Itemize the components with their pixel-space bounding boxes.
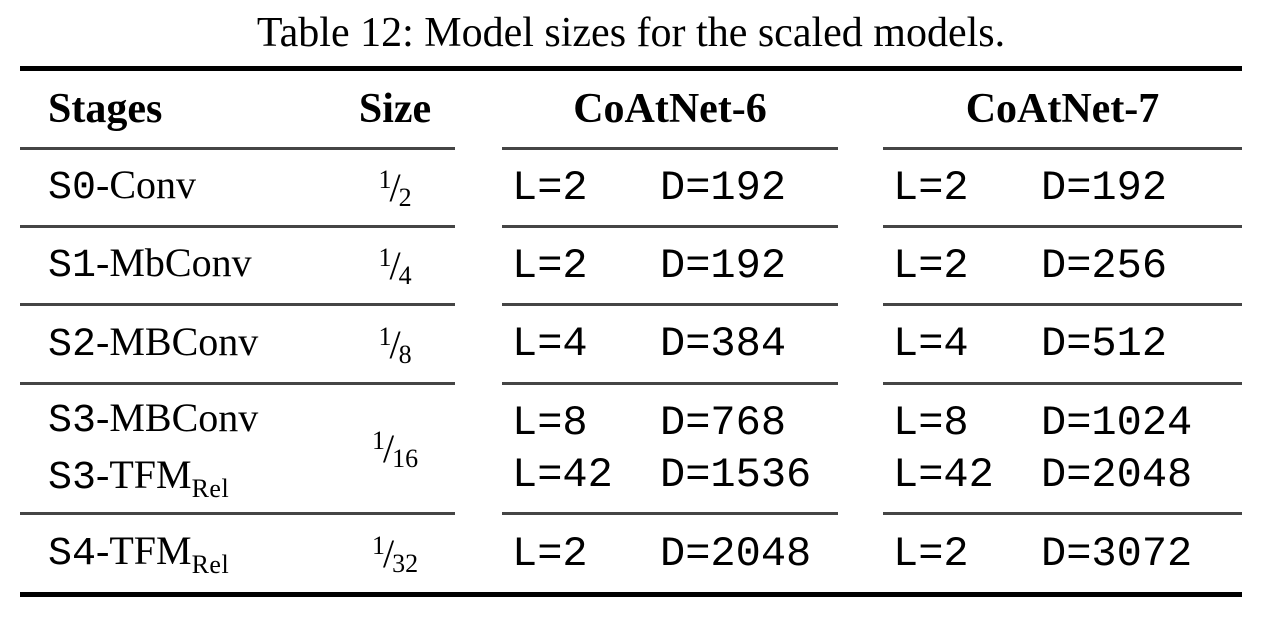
coatnet6-cell: L=8 L=42 D=768 D=1536 bbox=[502, 385, 838, 515]
hidden-dim-cell: D=2048 bbox=[660, 529, 812, 578]
size-fraction: 14 bbox=[335, 242, 455, 290]
fraction-slash bbox=[391, 266, 398, 283]
table-row-s1: S1-MbConv 14 L=2 D=192 L=2 D=256 bbox=[20, 228, 1242, 306]
num-layers-cell: L=2 bbox=[893, 241, 969, 290]
stage-name: S0-Conv bbox=[48, 162, 197, 211]
coatnet6-cell: L=2 D=192 bbox=[502, 228, 838, 306]
fraction-slash bbox=[391, 345, 398, 362]
fraction-slash bbox=[385, 449, 392, 466]
stage-name: S1-MbConv bbox=[48, 240, 252, 289]
hidden-dim-cell: D=1024 D=2048 bbox=[1041, 398, 1193, 499]
num-layers-cell: L=8 L=42 bbox=[893, 398, 994, 499]
column-header-coatnet6: CoAtNet-6 bbox=[573, 86, 767, 132]
hidden-dim-cell: D=192 bbox=[660, 163, 787, 212]
hidden-dim-cell: D=384 bbox=[660, 320, 787, 368]
column-header-coatnet7: CoAtNet-7 bbox=[965, 86, 1160, 132]
table-caption: Table 12: Model sizes for the scaled mod… bbox=[256, 10, 1006, 56]
hidden-dim-cell: D=3072 bbox=[1041, 529, 1193, 578]
num-layers-cell: L=2 bbox=[512, 163, 588, 212]
hidden-dim-cell: D=192 bbox=[660, 241, 787, 290]
num-layers-cell: L=4 bbox=[512, 320, 588, 368]
fraction-slash bbox=[385, 554, 392, 571]
stage-name: S2-MBConv bbox=[48, 318, 259, 368]
num-layers-cell: L=2 bbox=[512, 241, 588, 290]
table-row-s3: S3-MBConv S3-TFMRel 116 L=8 L=42 D=768 D… bbox=[20, 385, 1242, 515]
coatnet6-cell: L=4 D=384 bbox=[502, 306, 838, 385]
stage-name: S3-MBConv S3-TFMRel bbox=[48, 394, 259, 503]
hidden-dim-cell: D=768 D=1536 bbox=[660, 398, 812, 499]
column-header-stages: Stages bbox=[48, 86, 163, 132]
size-fraction: 12 bbox=[335, 164, 455, 212]
fraction-slash bbox=[391, 188, 398, 205]
table-header-row: Stages Size CoAtNet-6 CoAtNet-7 bbox=[20, 71, 1242, 150]
table-row-s2: S2-MBConv 18 L=4 D=384 L=4 D=512 bbox=[20, 306, 1242, 385]
table-row-s0: S0-Conv 12 L=2 D=192 L=2 D=192 bbox=[20, 150, 1242, 228]
coatnet7-cell: L=2 D=192 bbox=[883, 150, 1242, 228]
num-layers-cell: L=4 bbox=[893, 320, 969, 368]
hidden-dim-cell: D=256 bbox=[1041, 241, 1168, 290]
model-sizes-table: Stages Size CoAtNet-6 CoAtNet-7 S0-Conv bbox=[20, 66, 1242, 597]
num-layers-cell: L=2 bbox=[893, 529, 969, 578]
hidden-dim-cell: D=512 bbox=[1041, 320, 1168, 368]
num-layers-cell: L=2 bbox=[512, 529, 588, 578]
stage-name: S4-TFMRel bbox=[48, 528, 230, 579]
coatnet7-cell: L=8 L=42 D=1024 D=2048 bbox=[883, 385, 1242, 515]
num-layers-cell: L=2 bbox=[893, 163, 969, 212]
num-layers-cell: L=8 L=42 bbox=[512, 398, 613, 499]
size-fraction: 132 bbox=[335, 530, 455, 578]
coatnet7-cell: L=4 D=512 bbox=[883, 306, 1242, 385]
size-fraction: 116 bbox=[335, 425, 455, 473]
coatnet6-cell: L=2 D=192 bbox=[502, 150, 838, 228]
coatnet7-cell: L=2 D=3072 bbox=[883, 515, 1242, 592]
hidden-dim-cell: D=192 bbox=[1041, 163, 1168, 212]
table-row-s4: S4-TFMRel 132 L=2 D=2048 L=2 D=3072 bbox=[20, 515, 1242, 592]
top-rule bbox=[20, 66, 1242, 71]
coatnet6-cell: L=2 D=2048 bbox=[502, 515, 838, 592]
size-fraction: 18 bbox=[335, 321, 455, 369]
bottom-rule bbox=[20, 592, 1242, 597]
coatnet7-cell: L=2 D=256 bbox=[883, 228, 1242, 306]
column-header-size: Size bbox=[358, 86, 432, 132]
